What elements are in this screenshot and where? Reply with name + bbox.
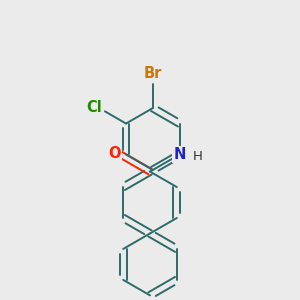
Text: Cl: Cl [86, 100, 102, 115]
Text: Br: Br [144, 66, 162, 81]
Text: H: H [193, 150, 202, 164]
Text: O: O [108, 146, 121, 161]
Text: N: N [173, 147, 186, 162]
